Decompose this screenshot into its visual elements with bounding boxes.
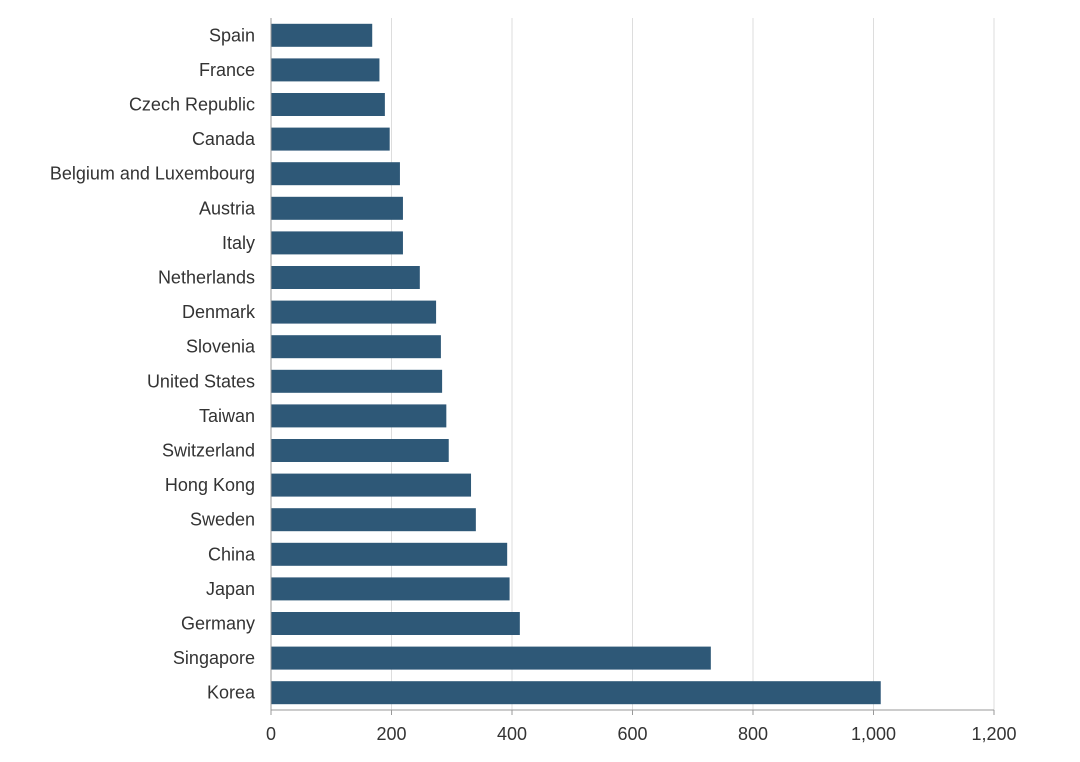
axes — [270, 18, 995, 715]
bar-china — [271, 542, 508, 566]
bar-belgium-and-luxembourg — [271, 162, 400, 186]
category-label-france: France — [199, 60, 255, 80]
x-tick-label-200: 200 — [376, 724, 406, 744]
category-label-hong-kong: Hong Kong — [165, 475, 255, 495]
bar-czech-republic — [271, 93, 385, 116]
category-label-singapore: Singapore — [173, 648, 255, 668]
bar-austria — [271, 196, 403, 220]
bar-france — [271, 58, 380, 82]
category-label-czech-republic: Czech Republic — [129, 95, 255, 115]
category-label-slovenia: Slovenia — [186, 337, 256, 357]
bar-denmark — [271, 300, 437, 324]
bar-singapore — [271, 646, 711, 670]
category-label-italy: Italy — [222, 233, 255, 253]
bar-switzerland — [271, 439, 449, 462]
grid-lines — [391, 18, 995, 710]
bar-italy — [271, 231, 403, 255]
category-label-belgium-and-luxembourg: Belgium and Luxembourg — [50, 164, 255, 184]
category-label-canada: Canada — [192, 129, 256, 149]
category-label-germany: Germany — [181, 614, 255, 634]
category-label-sweden: Sweden — [190, 510, 255, 530]
bar-netherlands — [271, 266, 420, 289]
category-label-denmark: Denmark — [182, 302, 256, 322]
category-label-korea: Korea — [207, 683, 256, 703]
bar-germany — [271, 612, 520, 635]
bar-spain — [271, 23, 373, 47]
bar-slovenia — [271, 335, 441, 359]
category-label-japan: Japan — [206, 579, 255, 599]
category-label-switzerland: Switzerland — [162, 441, 255, 461]
bars — [271, 23, 881, 705]
x-tick-label-1200: 1,200 — [971, 724, 1016, 744]
category-label-austria: Austria — [199, 198, 256, 218]
category-label-spain: Spain — [209, 25, 255, 45]
x-tick-label-1000: 1,000 — [851, 724, 896, 744]
bar-japan — [271, 577, 510, 601]
bar-taiwan — [271, 404, 447, 428]
bar-sweden — [271, 508, 476, 532]
x-tick-label-0: 0 — [266, 724, 276, 744]
x-tick-label-400: 400 — [497, 724, 527, 744]
bar-korea — [271, 681, 881, 705]
x-tick-labels: 0 200 400 600 800 1,000 1,200 — [266, 724, 1017, 744]
bar-hong-kong — [271, 473, 472, 497]
category-labels: Spain France Czech Republic Canada Belgium a… — [50, 25, 256, 702]
x-tick-label-800: 800 — [738, 724, 768, 744]
category-label-taiwan: Taiwan — [199, 406, 255, 426]
bar-canada — [271, 127, 390, 151]
bar-united-states — [271, 369, 443, 393]
x-tick-label-600: 600 — [617, 724, 647, 744]
category-label-united-states: United States — [147, 371, 255, 391]
category-label-china: China — [208, 544, 256, 564]
category-label-netherlands: Netherlands — [158, 268, 255, 288]
